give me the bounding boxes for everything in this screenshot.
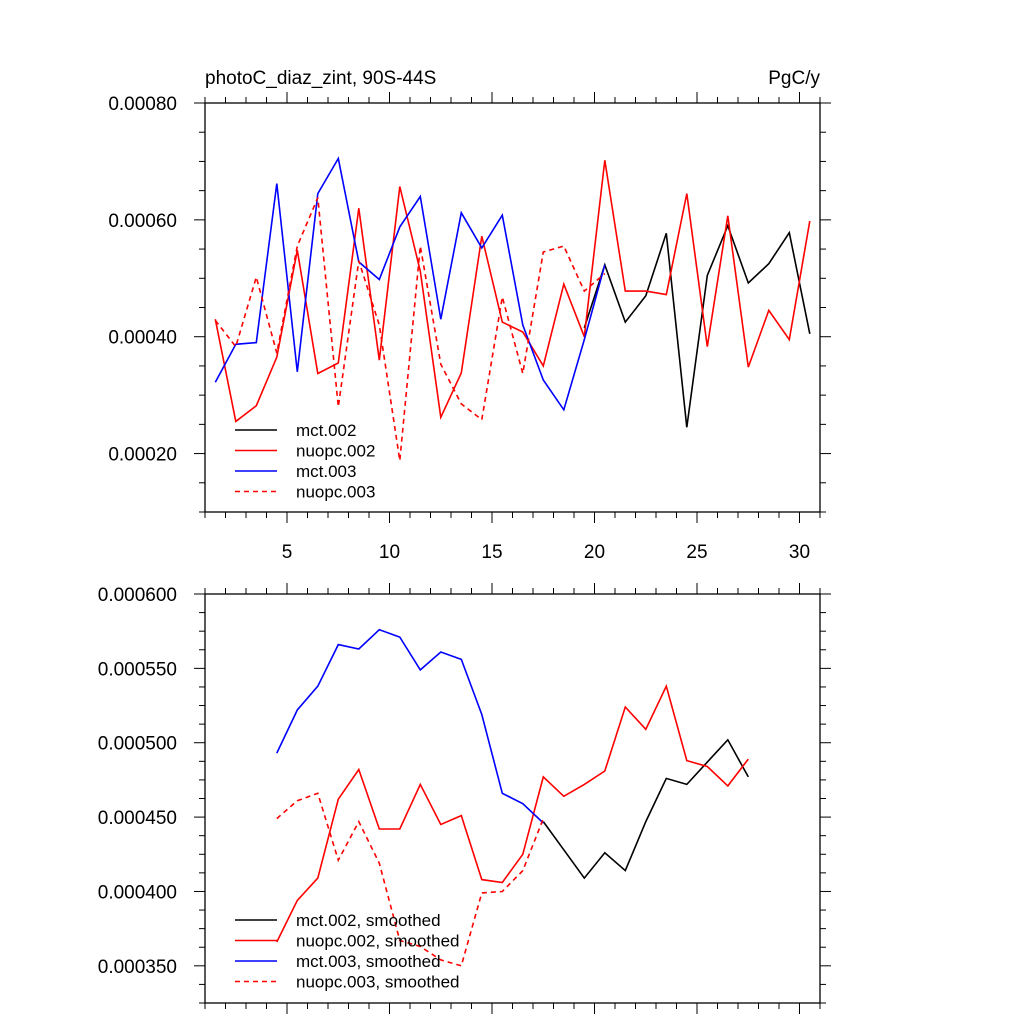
top-series-lines: [214, 156, 811, 461]
top-legend-label-3: nuopc.003: [296, 483, 375, 502]
top-series-line-1: [214, 160, 811, 423]
top-x-tick-labels: 5 10 15 20 25 30: [282, 542, 810, 563]
bottom-y-tick-label: 0.000400: [98, 882, 177, 903]
bottom-series-line-0: [542, 738, 750, 880]
top-panel-title-right: PgC/y: [768, 68, 820, 89]
bottom-y-tick-label: 0.000450: [98, 808, 177, 829]
bottom-legend-label-3: nuopc.003, smoothed: [296, 973, 460, 992]
top-series-line-0: [583, 223, 811, 428]
top-x-tick-label: 30: [789, 542, 810, 563]
top-y-tick-labels: 0.00020 0.00040 0.00060 0.00080: [108, 94, 177, 466]
top-y-tick-label: 0.00040: [108, 328, 177, 349]
top-y-tick-label: 0.00060: [108, 211, 177, 232]
top-x-tick-label: 20: [584, 542, 605, 563]
bottom-ticks: [194, 583, 831, 1014]
top-x-tick-label: 15: [481, 542, 502, 563]
bottom-y-tick-labels: 0.000350 0.000400 0.000450 0.000500 0.000550…: [98, 585, 177, 978]
top-series-line-2: [214, 156, 606, 412]
bottom-series-line-2: [276, 628, 544, 824]
bottom-y-tick-label: 0.000350: [98, 957, 177, 978]
top-panel: photoC_diaz_zint, 90S-44S PgC/y 0.000200…: [108, 68, 831, 563]
top-y-tick-label: 0.00080: [108, 94, 177, 115]
top-series-line-3: [214, 197, 606, 461]
top-ticks: [194, 92, 831, 523]
top-x-tick-label: 5: [282, 542, 293, 563]
top-legend-label-0: mct.002: [296, 421, 356, 440]
bottom-series-lines: [276, 628, 750, 967]
bottom-y-tick-label: 0.000600: [98, 585, 177, 606]
bottom-panel: 0.000350 0.000400 0.000450 0.000500 0.000550…: [98, 583, 831, 1014]
top-legend-label-1: nuopc.002: [296, 442, 375, 461]
top-panel-title-left: photoC_diaz_zint, 90S-44S: [205, 68, 436, 89]
bottom-legend-label-0: mct.002, smoothed: [296, 911, 441, 930]
top-y-tick-label: 0.00020: [108, 445, 177, 466]
bottom-series-line-3: [276, 792, 545, 967]
bottom-series-line-1: [276, 683, 749, 943]
top-x-tick-label: 10: [379, 542, 400, 563]
bottom-legend-label-1: nuopc.002, smoothed: [296, 932, 460, 951]
bottom-legend-label-2: mct.003, smoothed: [296, 952, 441, 971]
bottom-y-tick-label: 0.000550: [98, 659, 177, 680]
bottom-y-tick-label: 0.000500: [98, 734, 177, 755]
bottom-legend: mct.002, smoothed nuopc.002, smoothedmct.…: [235, 911, 460, 992]
top-x-tick-label: 25: [686, 542, 707, 563]
top-legend-label-2: mct.003: [296, 462, 356, 481]
